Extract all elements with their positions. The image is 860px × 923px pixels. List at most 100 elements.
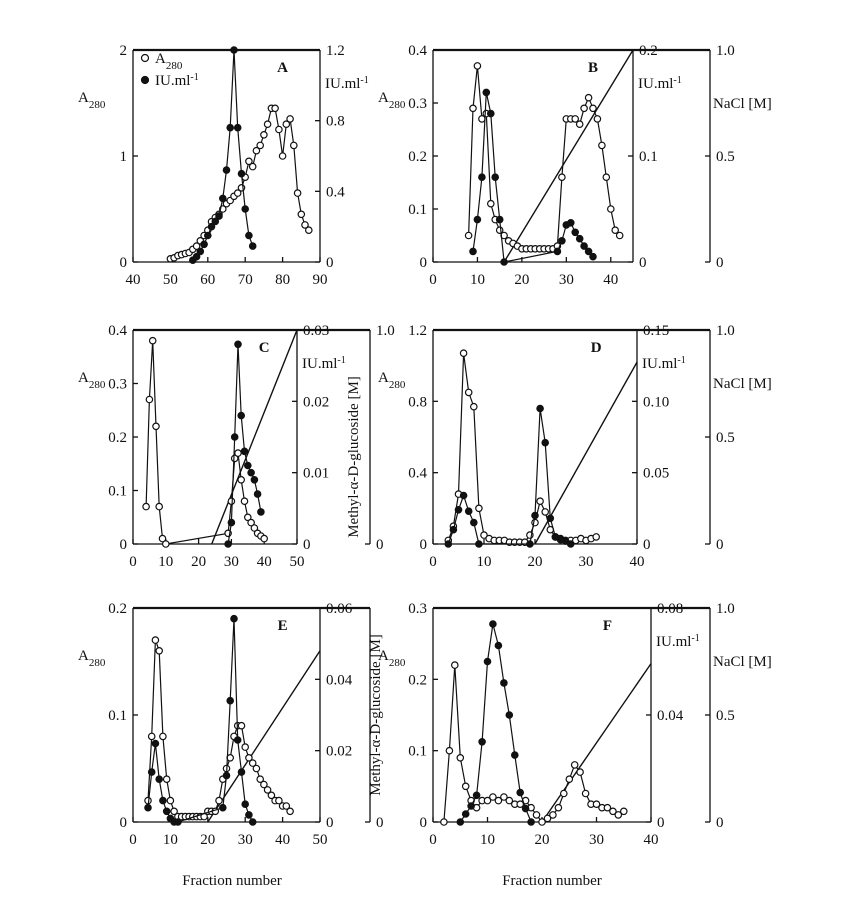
right-axis-label: Methyl-α-D-glucoside [M] [368, 634, 384, 796]
x-tick-label: 10 [158, 554, 173, 570]
right-axis-label: IU.ml-1 [656, 633, 700, 651]
x-tick-label: 0 [129, 832, 137, 848]
activity-data-point [248, 818, 257, 826]
right-axis-label: IU.ml-1 [302, 355, 346, 373]
a280-data-point [248, 759, 257, 767]
left-tick-label: 0.1 [108, 708, 127, 724]
x-tick-label: 10 [163, 832, 178, 848]
left-axis-label: A280 [78, 370, 106, 391]
activity-data-point [483, 657, 492, 666]
left-tick-label: 1 [120, 149, 128, 165]
left-tick-label: 0.4 [408, 43, 427, 59]
second-right-axis-label: Methyl-α-D-glucoside [M] [346, 376, 362, 538]
a280-data-point [247, 518, 255, 527]
activity-data-point [584, 247, 593, 256]
a280-data-point [145, 395, 154, 404]
activity-data-point [531, 511, 539, 520]
activity-data-point [516, 788, 525, 797]
activity-data-point [241, 800, 250, 809]
activity-data-point [162, 807, 171, 816]
x-tick-label: 30 [224, 554, 239, 570]
a280-data-point [602, 173, 611, 182]
right-tick-label: 0 [303, 537, 311, 553]
activity-data-point [226, 123, 235, 132]
activity-data-point [546, 514, 555, 523]
activity-data-point [472, 791, 481, 800]
a280-data-point [581, 789, 590, 798]
a280-data-point [256, 775, 265, 784]
activity-data-point [250, 475, 259, 484]
x-axis-label-left: Fraction number [182, 873, 282, 889]
x-tick-label: 10 [480, 832, 495, 848]
a280-data-point [162, 540, 170, 548]
a280-data-point [250, 524, 259, 532]
a280-data-point [293, 189, 302, 197]
second-right-axis-label: NaCl [M] [713, 96, 772, 112]
series-line-activity [147, 618, 254, 823]
a280-data-point [576, 768, 584, 776]
activity-data-point [489, 620, 497, 628]
activity-data-point [219, 194, 227, 203]
left-tick-label: 0 [120, 537, 128, 553]
a280-data-point [580, 104, 588, 113]
a280-data-point [162, 775, 171, 784]
x-tick-label: 40 [644, 832, 659, 848]
activity-data-point [491, 173, 500, 182]
activity-data-point [222, 166, 231, 174]
right-axis-label: IU.ml-1 [642, 355, 686, 373]
series-line-activity [447, 408, 571, 545]
left-axis-label: A280 [78, 90, 106, 111]
second-right-tick-label: 0 [716, 815, 724, 831]
activity-data-point [211, 217, 220, 226]
right-tick-label: 0.06 [326, 601, 353, 617]
a280-data-point [148, 336, 157, 345]
x-tick-label: 40 [603, 272, 618, 288]
a280-data-point [260, 131, 268, 139]
activity-data-point [155, 775, 164, 784]
x-tick-label: 40 [257, 554, 272, 570]
a280-data-point [275, 796, 283, 805]
left-tick-label: 0.1 [108, 484, 127, 500]
activity-data-point [257, 508, 265, 516]
left-tick-label: 0 [120, 815, 128, 831]
x-tick-label: 0 [429, 272, 437, 288]
activity-data-point [494, 641, 503, 650]
activity-data-point [245, 811, 253, 819]
a280-data-point [233, 189, 242, 197]
a280-data-point [159, 732, 167, 741]
a280-data-point [286, 807, 294, 816]
activity-data-point [237, 768, 246, 776]
left-tick-label: 0.1 [408, 202, 427, 218]
right-axis-label: IU.ml-1 [638, 75, 682, 93]
panel-letter: A [277, 60, 288, 76]
activity-data-point [200, 240, 208, 249]
x-tick-label: 40 [275, 832, 290, 848]
a280-data-point [252, 764, 261, 773]
activity-data-point [147, 768, 156, 776]
a280-data-point [260, 534, 269, 543]
a280-data-point [440, 818, 448, 826]
right-tick-label: 0.2 [639, 43, 658, 59]
left-axis-label: A280 [378, 90, 406, 111]
activity-data-point [237, 411, 246, 420]
panel-letter: D [591, 340, 602, 356]
a280-data-point [245, 157, 253, 166]
activity-data-point [151, 739, 160, 748]
a280-data-point [593, 115, 602, 123]
right-tick-label: 0.8 [326, 114, 345, 130]
a280-data-point [152, 422, 160, 431]
right-tick-label: 0 [326, 255, 334, 271]
x-tick-label: 0 [429, 554, 437, 570]
a280-data-point [286, 115, 294, 123]
a280-data-point [558, 173, 566, 182]
activity-data-point [589, 252, 597, 261]
activity-data-point [459, 491, 468, 500]
a280-data-point [475, 504, 483, 513]
a280-data-point [575, 120, 584, 129]
activity-data-point [500, 679, 508, 687]
series-line-a280 [145, 340, 265, 545]
left-tick-label: 0.1 [408, 744, 427, 760]
second-right-axis-label: NaCl [M] [713, 654, 772, 670]
chart-layer: 40 50 60 70 80 9001200.40.81.2A280IU.ml-1AA28… [78, 43, 772, 848]
